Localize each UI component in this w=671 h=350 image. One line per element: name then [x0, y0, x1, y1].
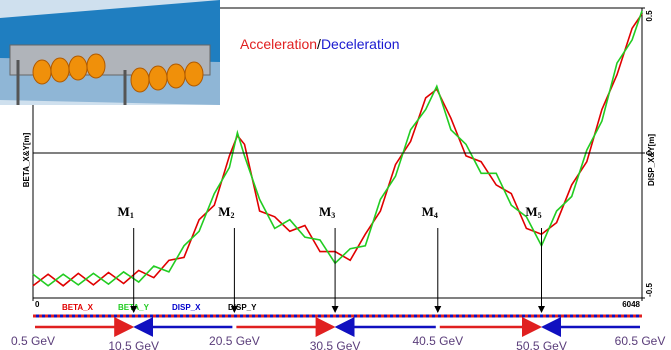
marker-sub: 2: [231, 211, 235, 220]
energy-label: 20.5 GeV: [209, 334, 260, 348]
energy-label: 10.5 GeV: [108, 339, 159, 350]
legend-label: BETA_X: [62, 303, 94, 312]
energy-label: 0.5 GeV: [11, 334, 55, 348]
x-tick-label: 0: [35, 300, 40, 309]
marker-name: M: [218, 204, 230, 219]
legend-label: DISP_Y: [228, 303, 257, 312]
marker-label: M3: [319, 204, 335, 220]
energy-label: 30.5 GeV: [310, 339, 361, 350]
marker-label: M5: [525, 204, 541, 220]
marker-label: M4: [422, 204, 438, 220]
marker-name: M: [118, 204, 130, 219]
marker-label: M2: [218, 204, 234, 220]
cryomodule-image: [0, 0, 220, 105]
y-axis-label: BETA_X&Y[m]: [22, 132, 31, 187]
marker-sub: 5: [538, 211, 542, 220]
marker-sub: 1: [130, 211, 134, 220]
marker-sub: 4: [434, 211, 438, 220]
energy-label: 40.5 GeV: [412, 334, 463, 348]
marker-name: M: [422, 204, 434, 219]
marker-name: M: [525, 204, 537, 219]
marker-label: M1: [118, 204, 134, 220]
y2-axis-label: DISP_X&Y[m]: [647, 134, 656, 186]
legend-label: DISP_X: [172, 303, 201, 312]
marker-name: M: [319, 204, 331, 219]
energy-label: 50.5 GeV: [516, 339, 567, 350]
y2-tick-label: 0.5: [645, 10, 654, 22]
x-tick-label: 6048: [622, 300, 640, 309]
energy-label: 60.5 GeV: [615, 334, 666, 348]
chart-title: Acceleration/Deceleration: [240, 36, 400, 52]
y2-tick-label: 0: [645, 150, 654, 155]
y2-tick-label: -0.5: [645, 283, 654, 297]
marker-sub: 3: [331, 211, 335, 220]
